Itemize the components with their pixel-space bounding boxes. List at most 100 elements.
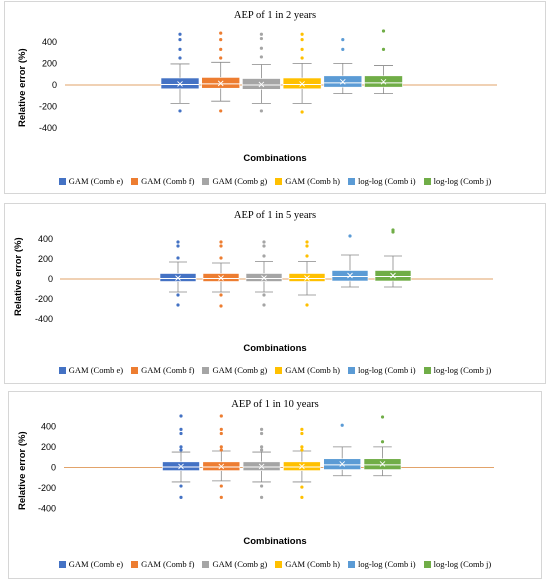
legend-swatch [202, 366, 210, 374]
legend: GAM (Comb e) GAM (Comb f) GAM (Comb g) GAM … [5, 176, 545, 186]
legend-label: GAM (Comb f) [141, 559, 195, 569]
outlier-point [262, 293, 266, 297]
outlier-point [260, 495, 264, 499]
outlier-point [219, 293, 223, 297]
legend-label: GAM (Comb g) [212, 365, 268, 375]
chart-title: AEP of 1 in 5 years [233, 210, 317, 221]
box-gam-comb-h [282, 32, 322, 114]
legend-label: log-log (Comb i) [358, 365, 416, 375]
box-gam-comb-g [242, 427, 281, 499]
legend-swatch [202, 560, 210, 568]
legend-item: GAM (Comb f) [131, 176, 194, 186]
legend-label: GAM (Comb e) [68, 365, 124, 375]
box-gam-comb-f [202, 240, 240, 308]
outlier-point [259, 36, 263, 41]
legend-label: log-log (Comb j) [433, 559, 492, 569]
y-tick-label: -400 [35, 314, 53, 324]
outlier-point [262, 254, 266, 258]
outlier-point [178, 56, 182, 60]
outlier-point [219, 427, 223, 431]
legend-label: GAM (Comb e) [68, 176, 124, 186]
box-gam-comb-g [242, 32, 281, 113]
outlier-point [262, 240, 266, 244]
outlier-point [259, 32, 263, 36]
outlier-point [219, 256, 223, 260]
legend-label: log-log (Comb i) [358, 176, 416, 186]
legend-label: log-log (Comb j) [433, 365, 492, 375]
outlier-point [219, 484, 223, 488]
legend-item: GAM (Comb e) [58, 559, 124, 569]
outlier-point [300, 448, 304, 452]
legend: GAM (Comb e) GAM (Comb f) GAM (Comb g) GAM … [5, 365, 545, 375]
legend-label: GAM (Comb e) [68, 559, 124, 569]
legend-swatch [275, 177, 283, 185]
outlier-point [219, 47, 223, 51]
outlier-point [219, 445, 223, 449]
outlier-point [340, 423, 344, 427]
legend-item: GAM (Comb g) [202, 176, 267, 186]
mean-marker [304, 275, 310, 281]
outlier-point [260, 445, 264, 449]
legend-label: GAM (Comb f) [141, 176, 195, 186]
legend-label: GAM (Comb h) [285, 559, 340, 569]
outlier-point [305, 240, 309, 244]
outlier-point [219, 431, 223, 436]
y-tick-label: 0 [52, 80, 57, 90]
mean-marker [339, 78, 346, 85]
chart-panel-aep-5-years: AEP of 1 in 5 years Relative error (%) 4… [4, 203, 546, 384]
outlier-point [262, 244, 266, 248]
legend-item: log-log (Comb i) [348, 176, 416, 186]
outlier-point [219, 495, 223, 499]
box-log-log-comb-i [323, 38, 363, 95]
legend-swatch [202, 177, 210, 185]
legend: GAM (Comb e) GAM (Comb f) GAM (Comb g) GAM … [9, 559, 541, 569]
box-gam-comb-e [159, 240, 197, 307]
outlier-point [176, 240, 180, 244]
x-axis-label: Combinations [243, 536, 307, 547]
outlier-point [219, 244, 223, 248]
outlier-point [305, 254, 309, 258]
y-tick-label: 200 [42, 58, 57, 68]
legend-item: GAM (Comb h) [275, 559, 340, 569]
outlier-point [380, 440, 385, 444]
outlier-point [179, 431, 183, 436]
mean-marker [379, 461, 386, 467]
legend-swatch [131, 560, 139, 568]
legend-item: GAM (Comb e) [58, 365, 124, 375]
chart-title: AEP of 1 in 10 years [231, 399, 319, 410]
legend-swatch [348, 560, 355, 568]
y-tick-label: -200 [38, 483, 56, 493]
legend-swatch [348, 177, 355, 185]
legend-label: GAM (Comb h) [285, 365, 340, 375]
outlier-point [176, 244, 180, 248]
legend-swatch [275, 366, 283, 374]
mean-marker [347, 272, 353, 279]
outlier-point [348, 234, 352, 238]
outlier-point [260, 427, 264, 431]
outlier-point [300, 32, 304, 36]
legend-label: GAM (Comb h) [285, 176, 340, 186]
outlier-point [219, 240, 223, 244]
mean-marker [258, 81, 265, 88]
outlier-point [300, 110, 304, 114]
y-tick-label: 0 [48, 274, 53, 284]
outlier-point [305, 303, 309, 307]
y-tick-label: -400 [38, 504, 56, 514]
legend-label: log-log (Comb i) [358, 559, 416, 569]
outlier-point [219, 109, 223, 113]
legend-item: log-log (Comb i) [348, 365, 416, 375]
legend-item: log-log (Comb i) [348, 559, 416, 569]
legend-swatch [423, 366, 431, 374]
y-tick-label: 200 [38, 254, 53, 264]
outlier-point [300, 47, 304, 51]
outlier-point [179, 427, 183, 431]
legend-label: GAM (Comb f) [141, 365, 195, 375]
outlier-point [179, 448, 183, 452]
outlier-point [219, 304, 223, 308]
mean-marker [339, 461, 346, 467]
outlier-point [259, 109, 263, 113]
outlier-point [179, 495, 183, 499]
outlier-point [176, 256, 180, 260]
x-axis-label: Combinations [243, 153, 307, 164]
box-plot: 400 200 0 -200 -400 [35, 228, 493, 324]
